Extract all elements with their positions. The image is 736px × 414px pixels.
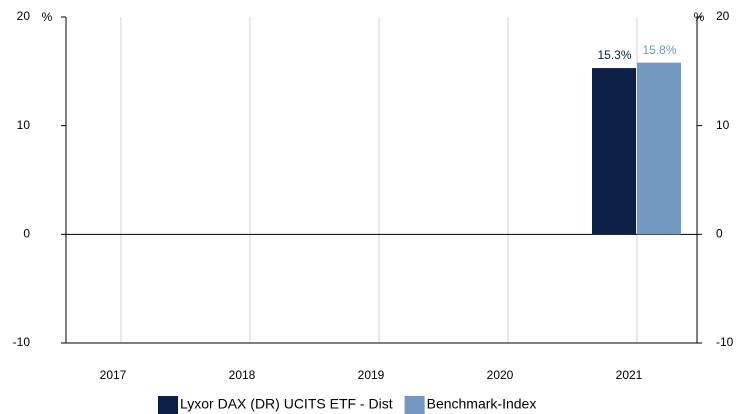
data-label: 15.3% — [597, 48, 631, 62]
y2-tick-label: -10 — [716, 335, 734, 349]
y-tick-label: -10 — [13, 335, 31, 349]
legend-swatch — [158, 396, 178, 414]
y2-tick-label: 20 — [716, 9, 730, 23]
bar — [637, 62, 681, 235]
y-tick-label: 10 — [17, 118, 31, 132]
y2-tick-label: 10 — [716, 118, 730, 132]
y-unit: % — [42, 10, 53, 24]
data-label: 15.8% — [642, 43, 676, 57]
x-tick-label: 2018 — [229, 368, 256, 382]
x-tick-label: 2020 — [487, 368, 514, 382]
legend-label: Benchmark-Index — [427, 396, 537, 412]
legend-label: Lyxor DAX (DR) UCITS ETF - Dist — [180, 396, 393, 412]
y-tick-label: 0 — [23, 227, 30, 241]
y2-tick-label: 0 — [716, 227, 723, 241]
x-tick-label: 2017 — [100, 368, 127, 382]
bar — [592, 68, 636, 235]
y-tick-label: 20 — [17, 9, 31, 23]
legend-swatch — [404, 396, 425, 414]
x-tick-label: 2019 — [358, 368, 385, 382]
x-tick-label: 2021 — [616, 368, 643, 382]
